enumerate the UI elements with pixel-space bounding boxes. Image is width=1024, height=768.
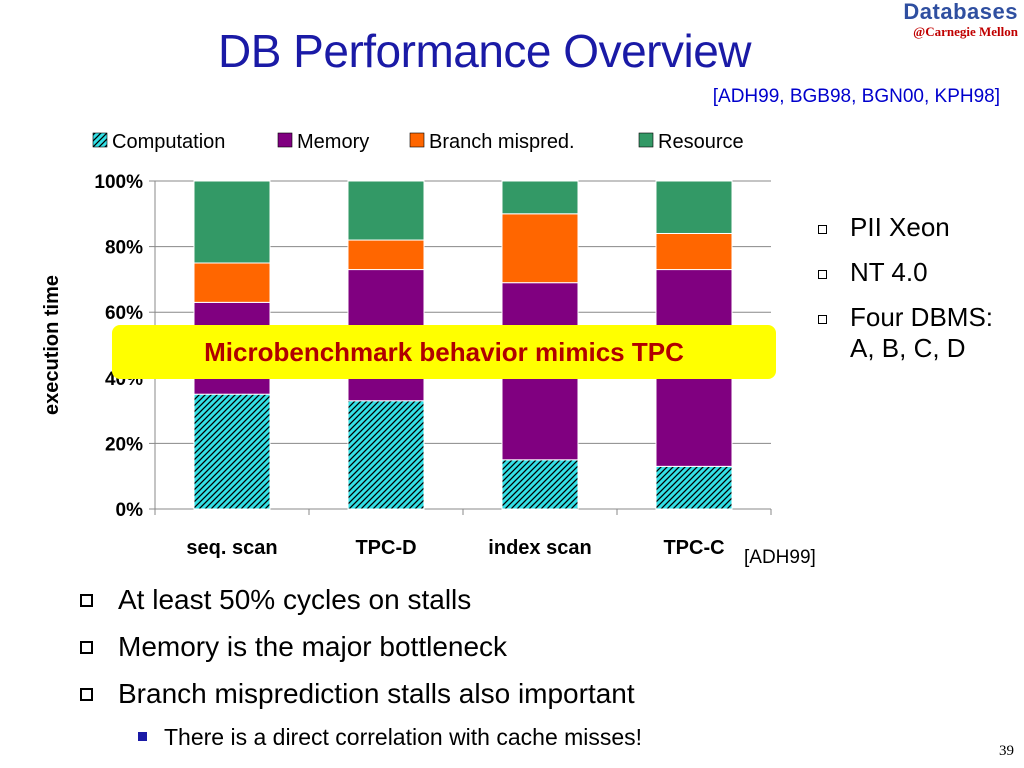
y-axis-title: execution time (41, 275, 63, 415)
x-tick-label: TPC-C (663, 537, 724, 559)
page-number: 39 (999, 743, 1014, 759)
callout-banner: Microbenchmark behavior mimics TPC (112, 325, 776, 379)
brand-logo: Databases @Carnegie Mellon (903, 0, 1018, 39)
bar-segment (501, 213, 579, 284)
y-tick-label: 60% (105, 303, 143, 324)
slide-title: DB Performance Overview (218, 25, 752, 77)
y-tick-label: 0% (116, 500, 144, 521)
bar-segment (501, 180, 579, 215)
key-findings-list: At least 50% cycles on stalls Memory is … (80, 580, 635, 721)
x-tick-label: index scan (488, 537, 591, 559)
bar-segment (193, 262, 271, 303)
legend-swatch (92, 132, 108, 148)
legend-swatch (409, 132, 425, 148)
finding-item: Memory is the major bottleneck (80, 627, 635, 674)
legend-swatch (277, 132, 293, 148)
y-tick-label: 20% (105, 434, 143, 455)
bullet-box-icon (818, 315, 827, 324)
y-tick-label: 100% (94, 172, 143, 193)
finding-item: Branch misprediction stalls also importa… (80, 674, 635, 721)
config-item: NT 4.0 (818, 257, 1018, 288)
bullet-box-icon (80, 594, 93, 607)
x-tick-label: seq. scan (186, 537, 277, 559)
sub-finding: There is a direct correlation with cache… (138, 724, 642, 751)
config-item: PII Xeon (818, 212, 1018, 243)
bar-segment (347, 400, 425, 510)
y-tick-label: 80% (105, 238, 143, 259)
bar-segment (655, 232, 733, 271)
legend-label: Resource (658, 131, 744, 153)
bar-segment (347, 239, 425, 271)
legend-label: Branch mispred. (429, 131, 575, 153)
bullet-box-icon (80, 688, 93, 701)
finding-item: At least 50% cycles on stalls (80, 580, 635, 627)
bar-segment (501, 459, 579, 510)
x-tick-label: TPC-D (355, 537, 416, 559)
bar-segment (655, 465, 733, 510)
bar-segment (193, 180, 271, 264)
bullet-box-icon (80, 641, 93, 654)
legend-label: Computation (112, 131, 225, 153)
system-config-list: PII Xeon NT 4.0 Four DBMS: A, B, C, D (818, 212, 1018, 378)
references: [ADH99, BGB98, BGN00, KPH98] (712, 86, 1000, 107)
bar-segment (347, 180, 425, 241)
brand-affiliation: @Carnegie Mellon (913, 24, 1018, 39)
bullet-box-icon (818, 225, 827, 234)
square-bullet-icon (138, 732, 147, 741)
config-item: Four DBMS: A, B, C, D (818, 302, 1018, 364)
bar-segment (655, 180, 733, 234)
legend-swatch (638, 132, 654, 148)
legend-label: Memory (297, 131, 369, 153)
chart-source: [ADH99] (744, 547, 816, 568)
brand-name: Databases (903, 0, 1018, 24)
bar-segment (193, 393, 271, 510)
bullet-box-icon (818, 270, 827, 279)
